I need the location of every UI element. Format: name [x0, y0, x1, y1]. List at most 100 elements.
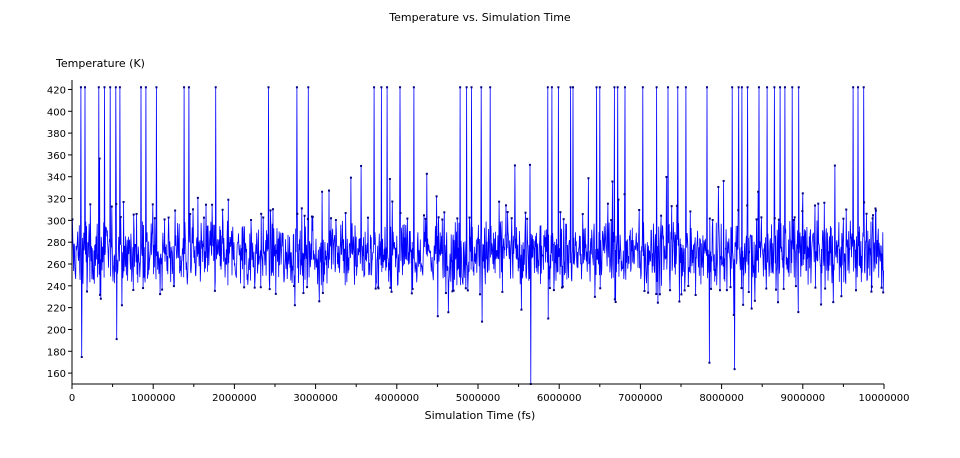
data-point — [103, 86, 106, 89]
y-tick-label: 260 — [47, 260, 66, 271]
data-point — [391, 200, 394, 203]
y-tick-label: 300 — [47, 216, 66, 227]
data-point — [616, 86, 619, 89]
data-point — [766, 86, 769, 89]
data-point — [83, 86, 86, 89]
data-point — [293, 285, 296, 288]
data-point — [501, 290, 504, 293]
data-point — [204, 203, 207, 206]
data-point — [791, 86, 794, 89]
data-point — [801, 192, 804, 195]
data-point — [386, 86, 389, 89]
data-point — [595, 86, 598, 89]
data-point — [227, 198, 230, 201]
data-point — [444, 292, 447, 295]
data-point — [854, 289, 857, 292]
data-point — [680, 293, 683, 296]
data-point — [547, 317, 550, 320]
data-point — [760, 216, 763, 219]
data-point — [845, 208, 848, 211]
data-point — [253, 286, 256, 289]
data-point — [658, 293, 661, 296]
data-point — [435, 195, 438, 198]
data-point — [250, 219, 253, 222]
data-point — [842, 217, 845, 220]
data-point — [306, 286, 309, 289]
data-point — [452, 289, 455, 292]
x-tick-label: 4000000 — [375, 393, 420, 404]
data-point — [114, 86, 117, 89]
data-point — [813, 204, 816, 207]
data-point — [135, 212, 138, 215]
data-point — [817, 202, 820, 205]
data-point — [710, 287, 713, 290]
data-point — [528, 163, 531, 166]
data-point — [613, 298, 616, 301]
data-point — [814, 286, 817, 289]
data-point — [505, 204, 508, 207]
data-point — [820, 303, 823, 306]
y-tick-label: 340 — [47, 173, 66, 184]
data-point — [871, 217, 874, 220]
data-point — [513, 164, 516, 167]
y-tick-label: 420 — [47, 85, 66, 96]
data-point — [423, 214, 426, 217]
data-point — [118, 86, 121, 89]
data-point — [684, 86, 687, 89]
data-point — [189, 213, 192, 216]
axes-layer: 160 180 200 220 240 260 280 300 320 340 360 380 400 4… — [47, 80, 909, 404]
x-tick-label: 0 — [69, 393, 75, 404]
data-point — [214, 86, 217, 89]
data-point — [303, 214, 306, 217]
data-point — [874, 207, 877, 210]
data-point — [187, 86, 190, 89]
data-point — [374, 287, 377, 290]
data-point — [399, 212, 402, 215]
data-point — [593, 295, 596, 298]
data-point — [694, 293, 697, 296]
data-point — [470, 86, 473, 89]
data-point — [243, 286, 246, 289]
data-point — [675, 204, 678, 207]
data-point — [424, 217, 427, 220]
data-point — [140, 86, 143, 89]
data-point — [360, 164, 363, 167]
data-point — [451, 290, 454, 293]
data-point — [737, 209, 740, 212]
data-point — [757, 190, 760, 193]
data-point — [269, 209, 272, 212]
data-point — [468, 216, 471, 219]
data-point — [318, 300, 321, 303]
y-tick-label: 280 — [47, 238, 66, 249]
data-point — [159, 293, 162, 296]
data-point — [122, 201, 125, 204]
data-point — [882, 291, 885, 294]
data-point — [377, 286, 380, 289]
data-point — [172, 285, 175, 288]
data-point — [119, 216, 122, 219]
data-point — [643, 290, 646, 293]
data-point — [832, 301, 835, 304]
data-point — [718, 289, 721, 292]
data-point — [546, 86, 549, 89]
data-point — [757, 86, 760, 89]
data-point — [425, 172, 428, 175]
data-point — [163, 218, 166, 221]
data-point — [79, 86, 82, 89]
data-point — [98, 157, 101, 160]
data-point — [327, 189, 330, 192]
data-point — [142, 287, 145, 290]
data-point — [725, 289, 728, 292]
data-point — [464, 287, 467, 290]
data-point — [655, 86, 658, 89]
x-tick-label: 6000000 — [537, 393, 582, 404]
data-point — [874, 209, 877, 212]
x-tick-label: 7000000 — [618, 393, 663, 404]
data-point — [599, 287, 602, 290]
data-point — [783, 86, 786, 89]
data-point — [447, 311, 450, 314]
data-point — [389, 286, 392, 289]
data-point — [611, 180, 614, 183]
y-tick-label: 380 — [47, 129, 66, 140]
